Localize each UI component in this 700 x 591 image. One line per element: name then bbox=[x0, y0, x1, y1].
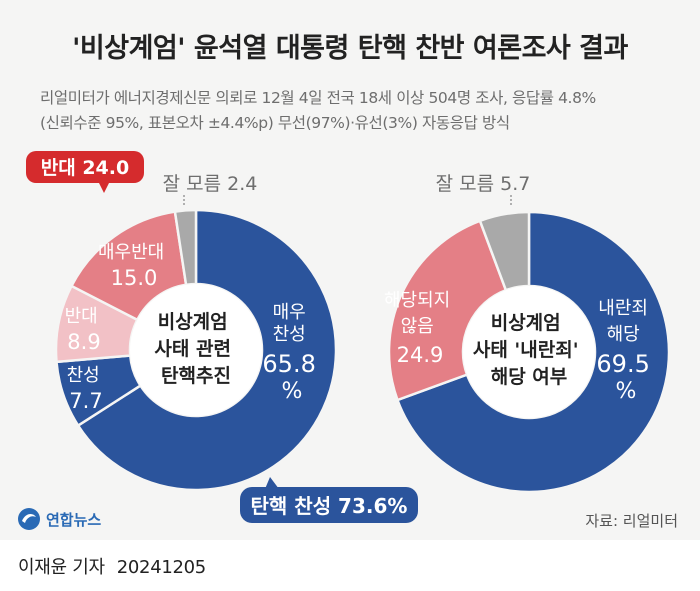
center-label-line: 사태 '내란죄' bbox=[473, 339, 579, 361]
chart-insurrection: 비상계엄 사태 '내란죄' 해당 여부 내란죄 해당 69.5 % 해당되지 않… bbox=[384, 173, 671, 494]
slice-label-insurrection-no: 해당되지 않음 24.9 bbox=[384, 290, 456, 367]
footer-credit: 이재윤 기자 20241205 bbox=[18, 553, 206, 579]
slice-label-strongly-disagree: 매우반대 15.0 bbox=[98, 242, 170, 290]
slice-label-insurrection-yes: 내란죄 해당 69.5 % bbox=[596, 298, 655, 404]
reporter-name: 이재윤 기자 bbox=[18, 557, 105, 578]
slice-label-dont-know: 잘 모름 5.7 bbox=[436, 173, 531, 195]
charts-svg: 비상계엄 사태 관련 탄핵추진 매우 찬성 65.8 % 찬성 7.7 반대 8… bbox=[26, 151, 671, 523]
slice-label-strongly-agree: 매우 찬성 65.8 % bbox=[262, 302, 321, 404]
subtitle-line-2: (신뢰수준 95%, 표본오차 ±4.4%p) 무선(97%)·유선(3%) 자… bbox=[40, 114, 510, 132]
svg-text:비상계엄 사태 관련 탄핵추진: 비상계엄 사태 관련 탄핵추진 bbox=[154, 311, 237, 387]
logo-text: 연합뉴스 bbox=[46, 510, 102, 529]
chart-impeachment: 비상계엄 사태 관련 탄핵추진 매우 찬성 65.8 % 찬성 7.7 반대 8… bbox=[26, 151, 418, 523]
slice-label-dont-know: 잘 모름 2.4 bbox=[163, 173, 258, 195]
center-label-line: 비상계엄 bbox=[491, 312, 561, 334]
svg-text:비상계엄 사태 '내란죄' 해당 여: 비상계엄 사태 '내란죄' 해당 여부 bbox=[473, 312, 585, 388]
center-label-line: 비상계엄 bbox=[158, 311, 228, 333]
callout-oppose: 반대 24.0 bbox=[26, 151, 144, 193]
center-label-line: 해당 여부 bbox=[491, 366, 568, 388]
publish-date: 20241205 bbox=[116, 557, 207, 578]
callout-oppose-text: 반대 24.0 bbox=[41, 157, 129, 179]
callout-support-text: 탄핵 찬성 73.6% bbox=[251, 494, 408, 518]
yonhap-logo: 연합뉴스 bbox=[16, 506, 101, 532]
subtitle-line-1: 리얼미터가 에너지경제신문 의뢰로 12월 4일 전국 18세 이상 504명 … bbox=[40, 89, 596, 107]
source-label: 자료: 리얼미터 bbox=[585, 512, 678, 530]
slice-label-disagree: 반대 8.9 bbox=[65, 306, 104, 354]
donut-hole bbox=[130, 284, 262, 416]
donut-hole bbox=[463, 286, 595, 418]
center-label-line: 사태 관련 bbox=[154, 338, 231, 360]
yonhap-logo-icon bbox=[18, 508, 40, 530]
chart-title: '비상계엄' 윤석열 대통령 탄핵 찬반 여론조사 결과 bbox=[72, 33, 628, 64]
center-label-line: 탄핵추진 bbox=[161, 365, 231, 387]
slice-label-agree: 찬성 7.7 bbox=[67, 365, 106, 413]
callout-support: 탄핵 찬성 73.6% bbox=[240, 477, 418, 523]
